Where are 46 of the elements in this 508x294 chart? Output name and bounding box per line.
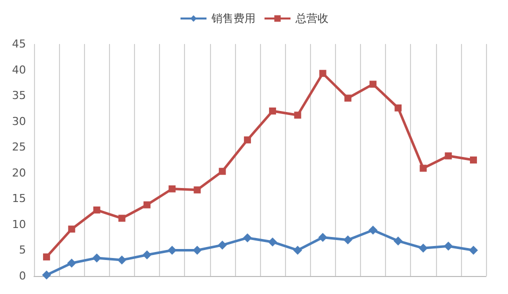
y-tick-label: 0 — [19, 270, 26, 282]
y-tick-label: 5 — [19, 244, 26, 257]
y-tick-label: 15 — [12, 192, 26, 206]
point — [444, 242, 453, 251]
point — [142, 250, 152, 260]
point — [293, 246, 302, 255]
y-tick-label: 30 — [12, 114, 26, 128]
point — [218, 168, 226, 175]
y-tick-label: 10 — [12, 218, 26, 231]
point — [394, 104, 402, 112]
point — [344, 94, 352, 102]
y-tick-label: 35 — [12, 89, 26, 102]
point — [368, 226, 378, 235]
point — [118, 214, 126, 222]
point — [92, 253, 102, 262]
point — [144, 201, 150, 208]
point — [268, 237, 278, 246]
y-tick-label: 45 — [12, 38, 26, 50]
legend-label: 销售费用 — [210, 12, 256, 25]
point — [194, 186, 201, 194]
point — [319, 70, 326, 77]
point — [470, 156, 477, 164]
legend-label: 总营收 — [294, 12, 328, 25]
point — [343, 235, 352, 244]
point — [420, 164, 427, 172]
point — [218, 240, 227, 250]
y-tick-label: 20 — [12, 166, 26, 180]
y-tick-label: 40 — [12, 63, 26, 76]
point — [418, 244, 428, 253]
point — [93, 206, 100, 214]
point — [294, 112, 302, 119]
point — [244, 136, 251, 144]
point — [67, 258, 76, 268]
point — [242, 233, 252, 242]
point — [394, 236, 403, 246]
point — [68, 226, 76, 233]
point — [468, 246, 478, 255]
point — [168, 185, 176, 192]
y-tick-label: 25 — [12, 140, 26, 154]
point — [117, 256, 126, 265]
point — [269, 108, 276, 115]
point — [43, 253, 50, 260]
point — [42, 270, 52, 280]
point — [370, 80, 376, 88]
point — [318, 232, 328, 242]
point — [444, 152, 452, 160]
